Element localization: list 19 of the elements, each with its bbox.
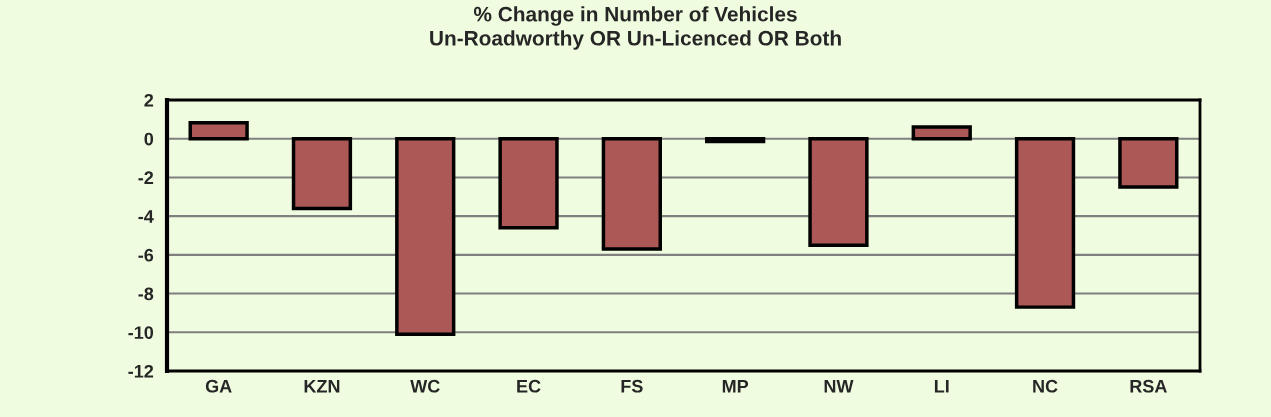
y-tick-label: -4 [138,210,154,223]
chart-title: % Change in Number of Vehicles Un-Roadworthy OR Un-Licenced OR Both [430,6,841,50]
y-tick-label: -12 [128,364,154,378]
y-tick-label: -6 [138,248,154,262]
x-tick-label: NC [1033,379,1058,393]
x-tick-label: GA [205,379,232,393]
x-tick-label: WC [410,379,440,393]
x-tick-label: KZN [304,380,340,393]
y-tick-label: 2 [144,93,154,107]
x-tick-label: EC [517,379,541,393]
y-tick-label: -2 [138,171,154,184]
x-tick-label: LI [934,380,949,393]
x-tick-label: RSA [1130,379,1167,393]
y-tick-label: -10 [128,326,154,340]
y-tick-label: -8 [138,287,154,301]
x-tick-label: FS [621,379,643,393]
x-tick-label: NW [824,380,854,393]
x-tick-label: MP [722,380,749,393]
y-tick-label: 0 [144,132,154,146]
